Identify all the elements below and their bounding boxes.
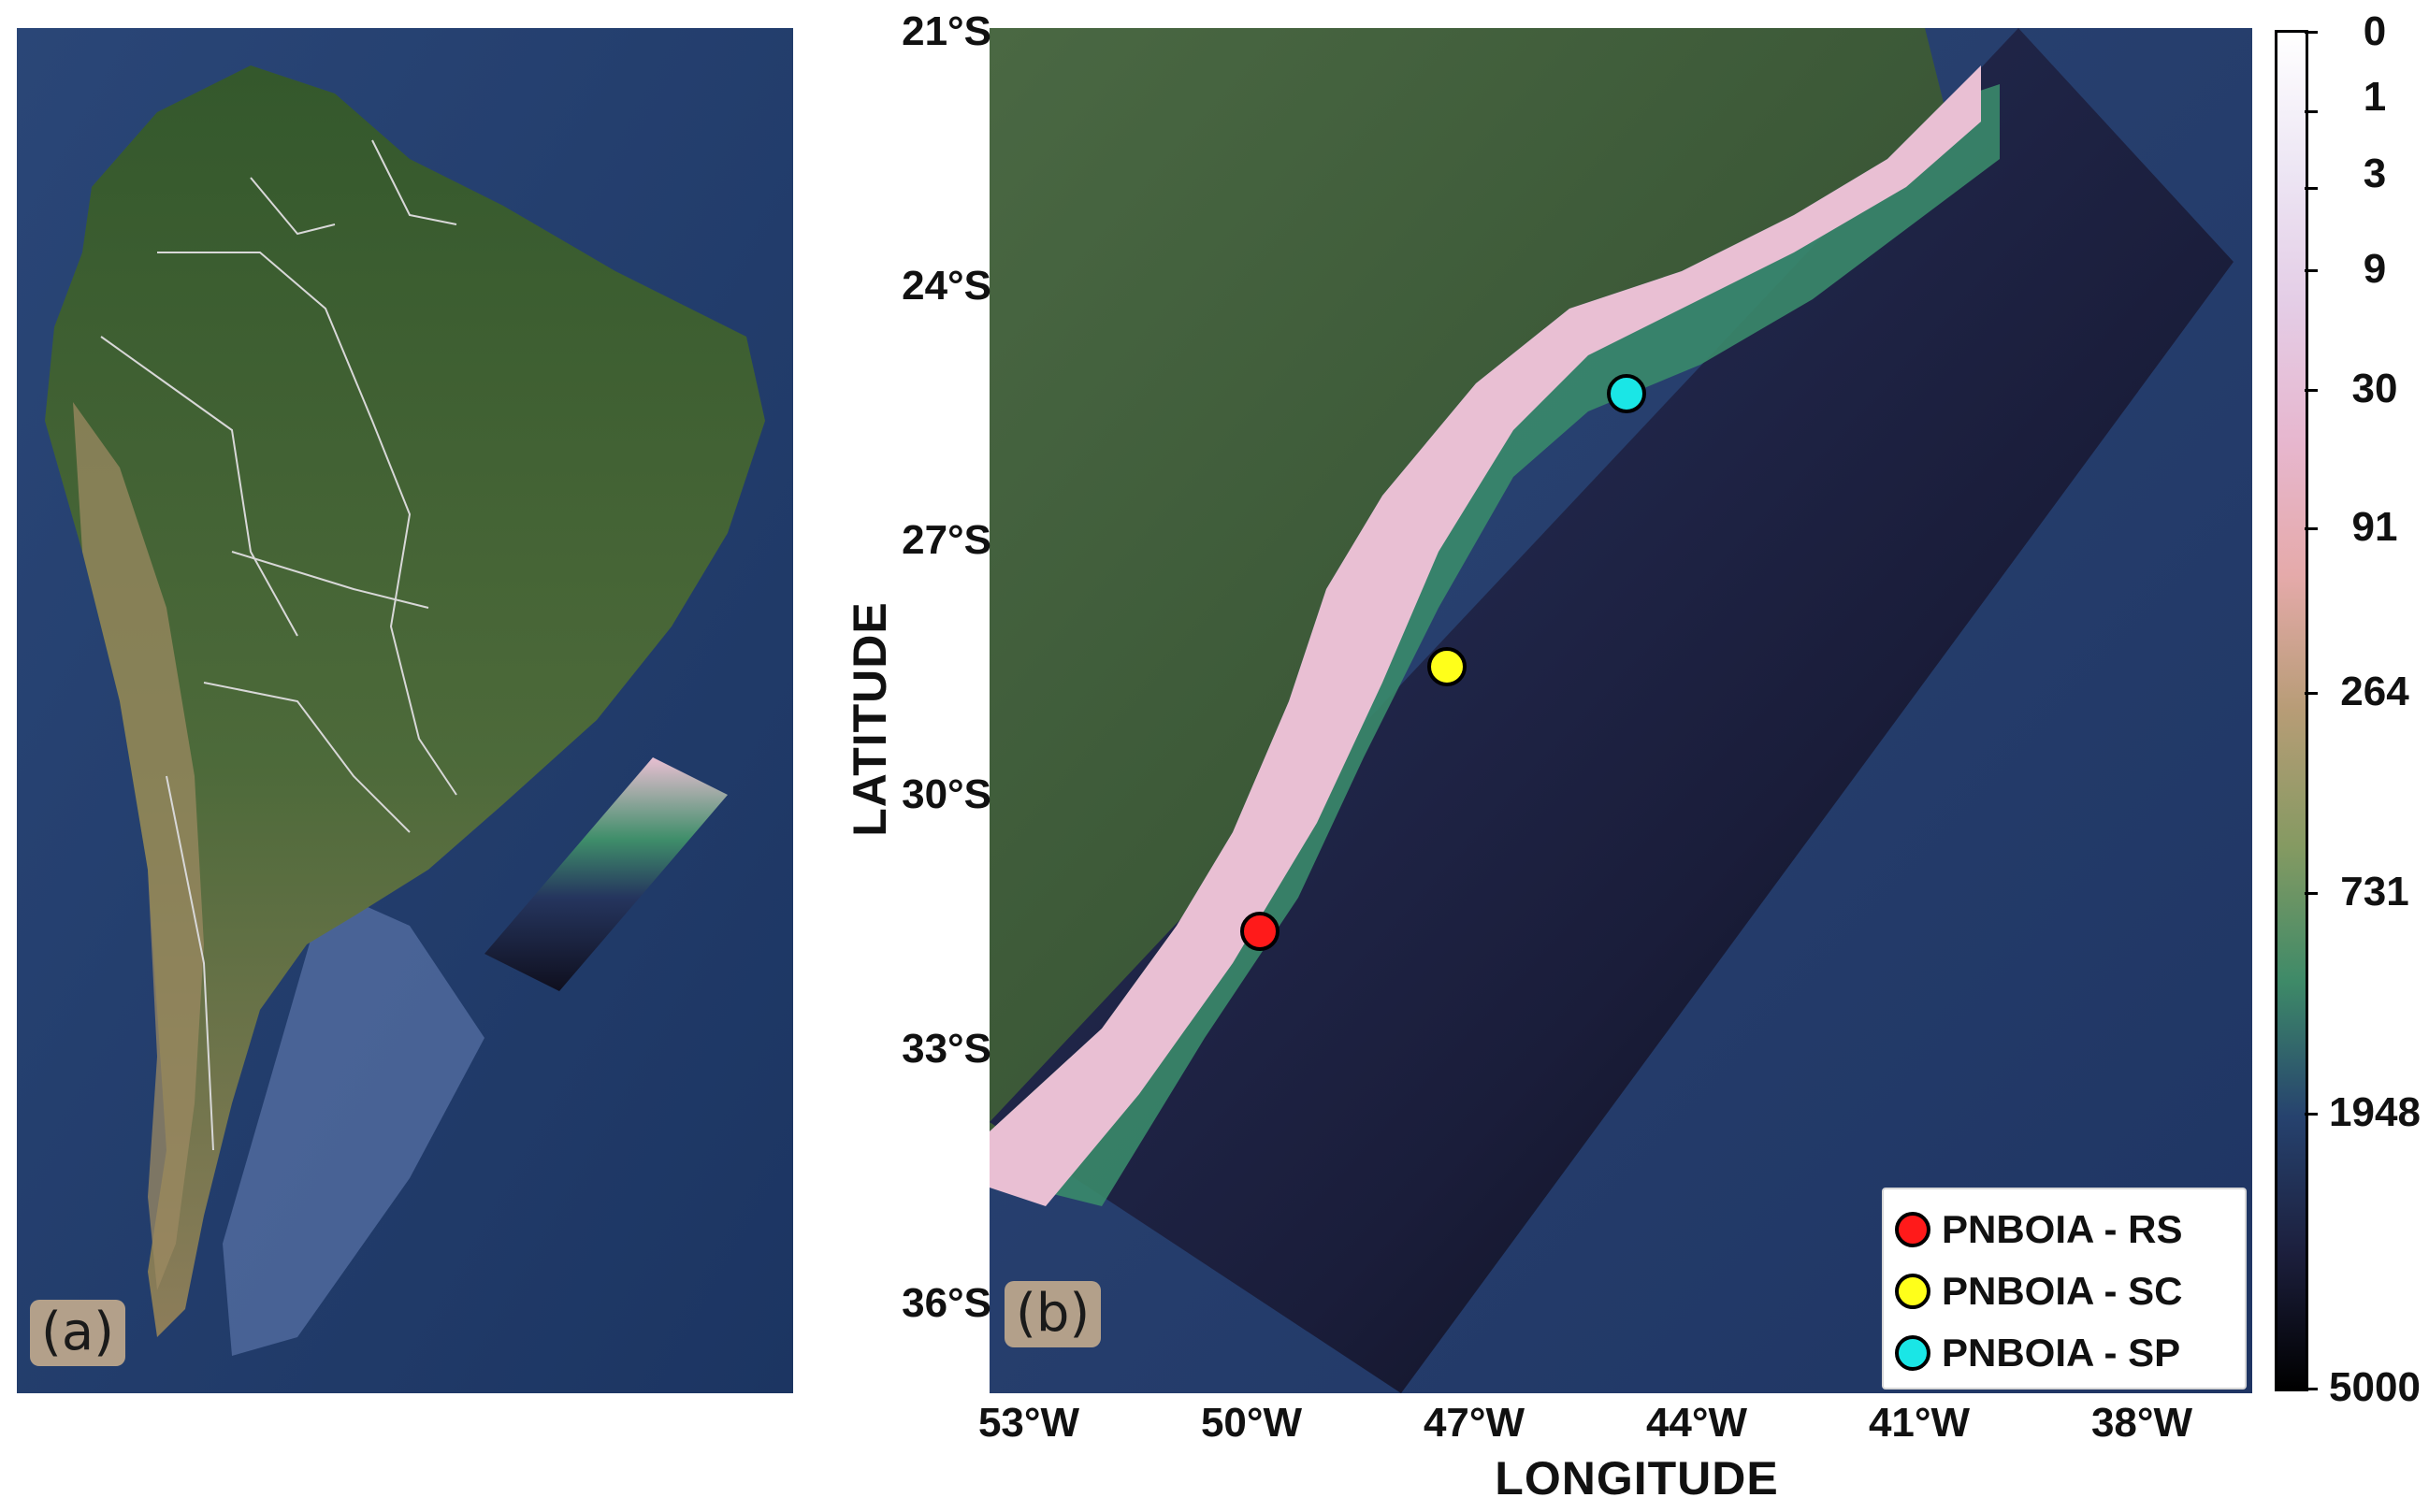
- country-borders: [100, 139, 457, 1151]
- buoy-marker-rs: [1240, 912, 1280, 951]
- colorbar-tick-3: [2305, 187, 2318, 190]
- colorbar-tick-731: [2305, 892, 2318, 895]
- south-america-overview-map: (a): [17, 28, 793, 1393]
- study-area-inset: [484, 757, 728, 991]
- colorbar-label-731: 731: [2340, 869, 2409, 914]
- lat-tick-27s: 27°S: [902, 517, 991, 563]
- colorbar-label-30: 30: [2351, 366, 2398, 411]
- colorbar-label-91: 91: [2351, 504, 2398, 550]
- legend-marker-sc: [1895, 1274, 1930, 1309]
- colorbar-tick-5000: [2305, 1388, 2318, 1390]
- lon-tick-47w: 47°W: [1423, 1400, 1525, 1446]
- panel-b-tag: (b): [1005, 1281, 1102, 1347]
- brazil-landmass: [990, 28, 1944, 1131]
- continental-shelf: [990, 65, 1981, 1206]
- patagonian-shelf: [223, 888, 484, 1356]
- depth-colorbar: [2275, 30, 2308, 1391]
- legend-label-sc: PNBOIA - SC: [1942, 1269, 2183, 1313]
- colorbar-label-3: 3: [2363, 151, 2387, 196]
- colorbar-tick-30: [2305, 389, 2318, 392]
- model-domain-deep-water: [990, 28, 2234, 1393]
- lon-tick-41w: 41°W: [1868, 1400, 1971, 1446]
- colorbar-tick-91: [2305, 527, 2318, 530]
- colorbar-tick-9: [2305, 269, 2318, 272]
- colorbar-tick-264: [2305, 692, 2318, 695]
- longitude-axis-title: LONGITUDE: [1495, 1452, 1779, 1505]
- legend-label-rs: PNBOIA - RS: [1942, 1207, 2183, 1251]
- lat-tick-24s: 24°S: [902, 263, 991, 309]
- bathymetry-detail-map: (b): [990, 28, 2252, 1393]
- colorbar-label-5000: 5000: [2329, 1364, 2421, 1410]
- lat-tick-33s: 33°S: [902, 1026, 991, 1072]
- colorbar-tick-0: [2305, 31, 2318, 34]
- lon-tick-44w: 44°W: [1645, 1400, 1748, 1446]
- buoy-legend: PNBOIA - RS PNBOIA - SC PNBOIA - SP: [1882, 1188, 2247, 1390]
- andes-region: [73, 402, 204, 1290]
- colorbar-label-0: 0: [2363, 8, 2387, 54]
- latitude-axis-title: LATITUDE: [844, 601, 896, 837]
- panel-a-tag: (a): [30, 1300, 126, 1366]
- colorbar-label-1948: 1948: [2329, 1089, 2421, 1135]
- colorbar-label-9: 9: [2363, 246, 2387, 292]
- lat-tick-21s: 21°S: [902, 8, 991, 54]
- buoy-marker-sc: [1427, 647, 1467, 686]
- lon-tick-50w: 50°W: [1200, 1400, 1303, 1446]
- lon-tick-53w: 53°W: [977, 1400, 1080, 1446]
- legend-item-rs: PNBOIA - RS: [1895, 1199, 2234, 1260]
- legend-label-sp: PNBOIA - SP: [1942, 1331, 2181, 1375]
- detail-map-graphic: [990, 28, 2252, 1393]
- legend-item-sc: PNBOIA - SC: [1895, 1260, 2234, 1322]
- legend-item-sp: PNBOIA - SP: [1895, 1322, 2234, 1384]
- colorbar-label-1: 1: [2363, 74, 2387, 120]
- legend-marker-sp: [1895, 1335, 1930, 1371]
- colorbar-label-264: 264: [2340, 669, 2409, 714]
- colorbar-tick-1: [2305, 110, 2318, 113]
- overview-map-graphic: [17, 28, 793, 1393]
- colorbar-tick-1948: [2305, 1113, 2318, 1116]
- lon-tick-38w: 38°W: [2090, 1400, 2193, 1446]
- lat-tick-30s: 30°S: [902, 771, 991, 817]
- south-america-landmass: [45, 65, 765, 1337]
- legend-marker-rs: [1895, 1212, 1930, 1247]
- buoy-marker-sp: [1607, 374, 1646, 413]
- lat-tick-36s: 36°S: [902, 1280, 991, 1326]
